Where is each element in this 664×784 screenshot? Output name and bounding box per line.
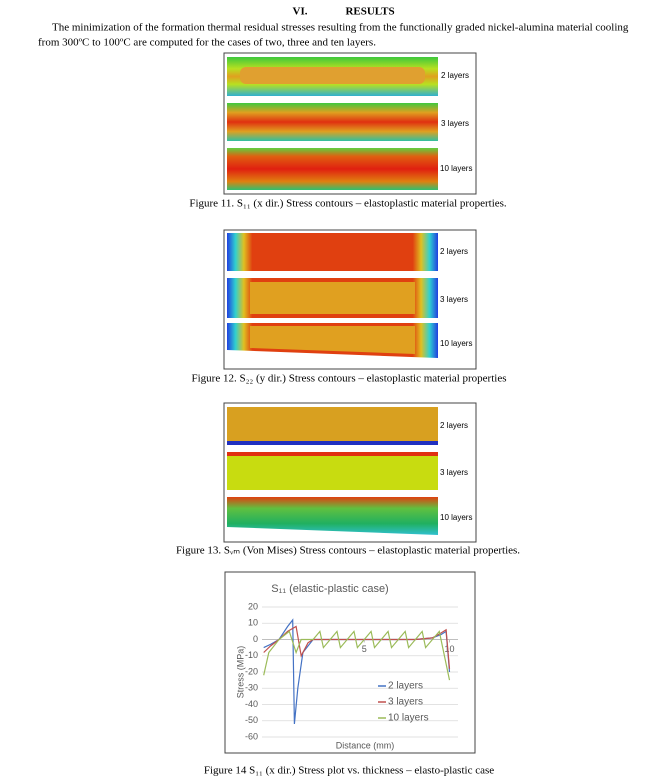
x-tick-label: 5 <box>362 644 367 654</box>
contour-image <box>227 103 438 141</box>
y-tick-label: -60 <box>245 731 258 741</box>
layer-label: 2 layers <box>440 247 468 256</box>
layer-label: 3 layers <box>440 295 468 304</box>
chart: S₁₁ (elastic-plastic case) Stress (MPa) Di… <box>235 583 458 750</box>
layer-label: 10 layers <box>440 513 472 522</box>
y-tick-label: 10 <box>248 618 258 628</box>
layer-label: 2 layers <box>441 71 469 80</box>
contour-image <box>227 452 438 456</box>
figure-caption: Figure 14 S₁₁ (x dir.) Stress plot vs. t… <box>204 765 494 777</box>
figure-caption: Figure 11. S₁₁ (x dir.) Stress contours … <box>189 198 507 210</box>
contour-image <box>227 497 438 535</box>
legend-label: 10 layers <box>388 713 429 724</box>
layer-label: 2 layers <box>440 421 468 430</box>
layer-label: 10 layers <box>440 339 472 348</box>
figure-13: 2 layers 3 layers 10 layers <box>223 402 477 543</box>
layer-label: 3 layers <box>441 119 469 128</box>
data-line <box>263 630 451 681</box>
paragraph-line: from 300ºC to 100ºC are computed for the… <box>38 37 376 49</box>
layer-label: 10 layers <box>440 164 472 173</box>
paragraph-line: The minimization of the formation therma… <box>52 22 629 34</box>
legend-label: 2 layers <box>388 681 423 692</box>
y-tick-label: -50 <box>245 715 258 725</box>
x-tick-label: 10 <box>444 644 454 654</box>
y-tick-label: -10 <box>245 650 258 660</box>
contour-image <box>250 326 415 354</box>
chart-title: S₁₁ (elastic-plastic case) <box>271 583 388 595</box>
contour-image <box>240 67 425 84</box>
layer-label: 3 layers <box>440 468 468 477</box>
figure-caption: Figure 12. S₂₂ (y dir.) Stress contours … <box>192 373 507 385</box>
contour-image <box>227 148 438 190</box>
chart-frame <box>224 571 476 754</box>
contour-image <box>250 282 415 314</box>
y-tick-label: -30 <box>245 683 258 693</box>
y-tick-label: 20 <box>248 601 258 611</box>
contour-image <box>227 233 438 271</box>
y-tick-label: 0 <box>253 634 258 644</box>
y-tick-label: -40 <box>245 699 258 709</box>
y-tick-label: -20 <box>245 666 258 676</box>
contour-image <box>227 407 438 443</box>
section-title: RESULTS <box>345 6 394 18</box>
contour-image <box>227 441 438 445</box>
section-number: VI. <box>293 6 308 18</box>
x-axis-label: Distance (mm) <box>336 740 395 750</box>
figure-11: 2 layers 3 layers 10 layers <box>223 52 477 195</box>
y-axis-label: Stress (MPa) <box>235 646 245 699</box>
legend-label: 3 layers <box>388 697 423 708</box>
figure-12: 2 layers 3 layers 10 layers <box>223 229 477 370</box>
contour-image <box>227 456 438 490</box>
figure-caption: Figure 13. Sᵥₘ (Von Mises) Stress contou… <box>176 545 520 557</box>
